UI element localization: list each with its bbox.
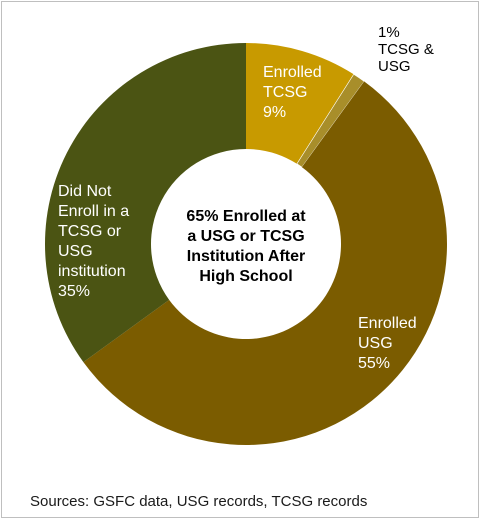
center-label: 65% Enrolled at a USG or TCSG Institution … (186, 208, 306, 285)
slice-label-4: Did Not Enroll in a TCSG or USG institution 3… (58, 183, 129, 300)
slice-labels: Enrolled TCSG 9% 1% TCSG & USG Enrolled USG 55% D… (58, 24, 434, 372)
slice-1 (246, 43, 354, 164)
slice-label-1: Enrolled TCSG 9% (263, 64, 322, 121)
center-label-line: Institution After (187, 248, 306, 265)
center-label-line: a USG or TCSG (187, 228, 304, 245)
slice-label-2: 1% TCSG & USG (378, 24, 434, 75)
slice-3 (83, 81, 448, 446)
center-label-line: 65% Enrolled at (186, 208, 306, 225)
center-label-line: High School (199, 268, 292, 285)
slice-4 (45, 43, 247, 363)
donut-slices (45, 43, 448, 446)
sources-note: Sources: GSFC data, USG records, TCSG re… (30, 493, 368, 510)
slice-label-3: Enrolled USG 55% (358, 315, 417, 372)
